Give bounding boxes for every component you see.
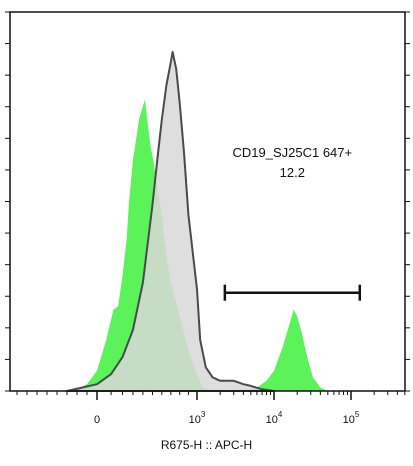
x-tick-label: 105 bbox=[343, 410, 360, 426]
x-tick-exponent: 4 bbox=[278, 410, 283, 419]
series-layer bbox=[66, 51, 328, 392]
x-axis-title: R675-H :: APC-H bbox=[160, 438, 253, 452]
gate-percentage: 12.2 bbox=[280, 165, 305, 180]
x-tick-label: 103 bbox=[189, 410, 206, 426]
gate-layer bbox=[223, 284, 362, 301]
x-axis-ticks: 0 103 104 105 bbox=[16, 391, 406, 426]
gate-label: CD19_SJ25C1 647+ bbox=[233, 145, 353, 160]
x-tick-label: 0 bbox=[94, 414, 100, 426]
y-axis-ticks bbox=[5, 11, 410, 392]
x-tick-exponent: 3 bbox=[201, 410, 206, 419]
series-filled-green bbox=[67, 99, 328, 391]
x-tick-label: 104 bbox=[266, 410, 283, 426]
plot-frame bbox=[9, 11, 406, 392]
series-filled-gray bbox=[66, 51, 275, 392]
x-tick-exponent: 5 bbox=[355, 410, 360, 419]
